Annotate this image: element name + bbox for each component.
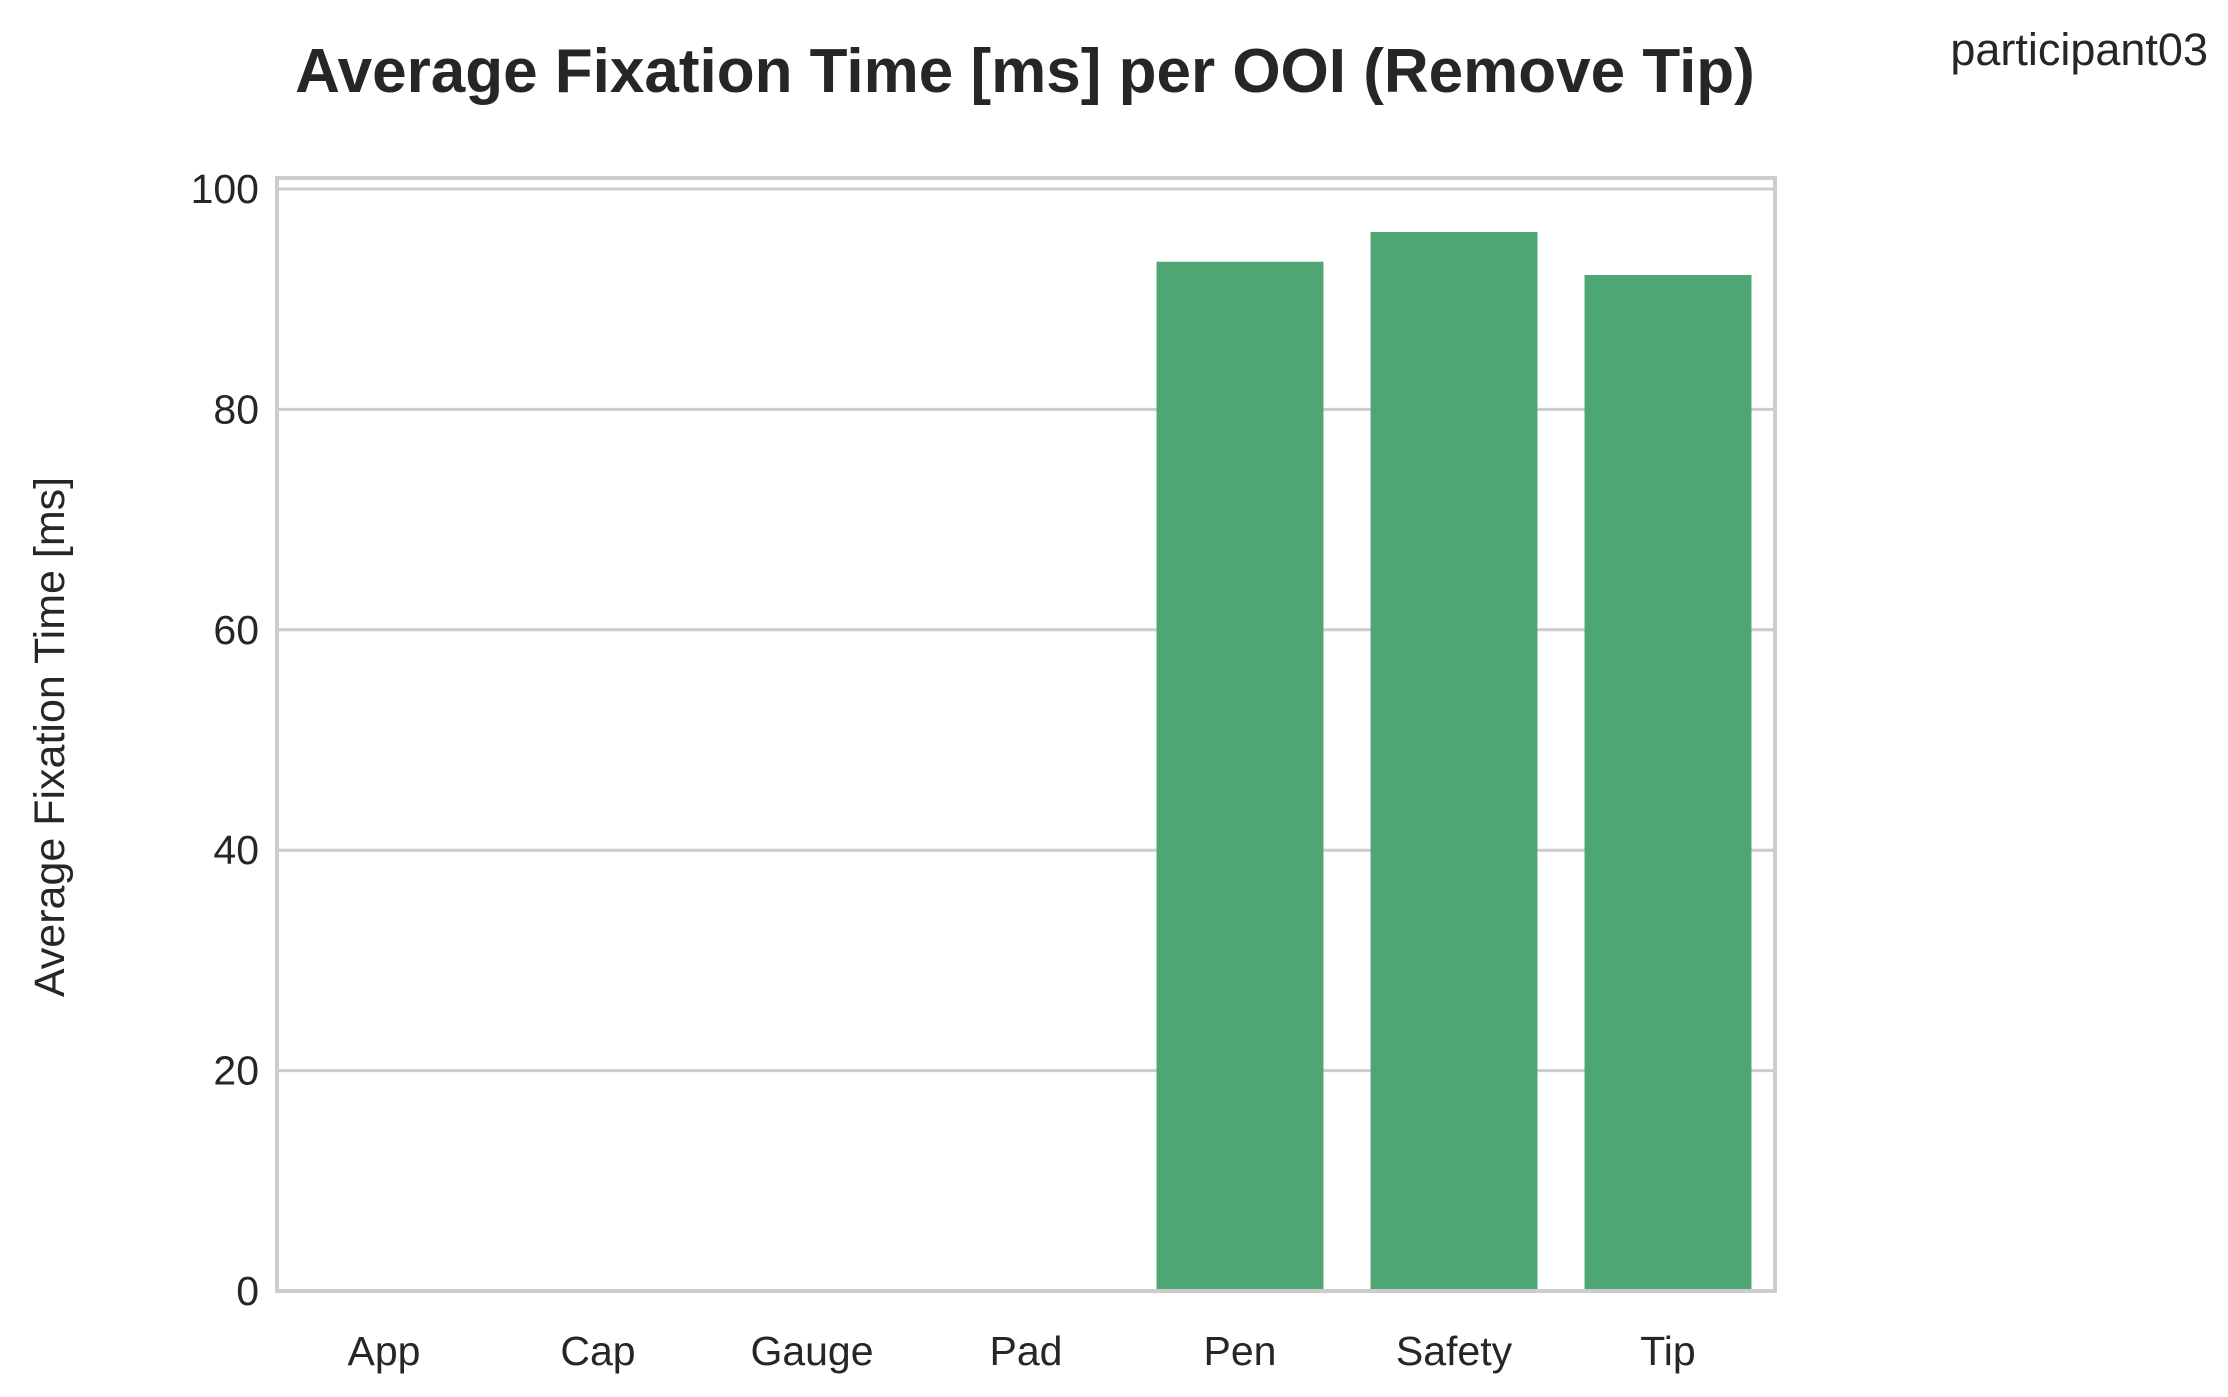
x-ticks: App Cap Gauge Pad Pen Safety Tip (348, 1328, 1696, 1374)
y-tick-label: 40 (213, 827, 259, 873)
plot-border (275, 176, 1777, 1293)
y-tick-label: 80 (213, 386, 259, 432)
plot-frame (275, 176, 1777, 1293)
x-tick-label: Gauge (750, 1328, 873, 1374)
gridlines (277, 187, 1775, 1293)
y-tick-label: 20 (213, 1048, 259, 1094)
x-tick-label: App (348, 1328, 421, 1374)
participant-label: participant03 (1950, 24, 2208, 75)
bar-safety (1370, 231, 1538, 1291)
bars (1156, 231, 1752, 1291)
y-ticks: 0 20 40 60 80 100 (191, 166, 259, 1314)
bar-pen (1156, 261, 1324, 1291)
chart-title: Average Fixation Time [ms] per OOI (Remo… (295, 37, 1755, 106)
y-tick-label: 100 (191, 166, 259, 212)
x-tick-label: Pen (1204, 1328, 1277, 1374)
y-tick-label: 0 (236, 1268, 259, 1314)
x-tick-label: Pad (990, 1328, 1063, 1374)
x-tick-label: Tip (1640, 1328, 1695, 1374)
y-axis-label: Average Fixation Time [ms] (26, 477, 74, 997)
x-tick-label: Safety (1396, 1328, 1513, 1374)
y-tick-label: 60 (213, 607, 259, 653)
x-tick-label: Cap (560, 1328, 635, 1374)
bar-tip (1584, 274, 1752, 1291)
